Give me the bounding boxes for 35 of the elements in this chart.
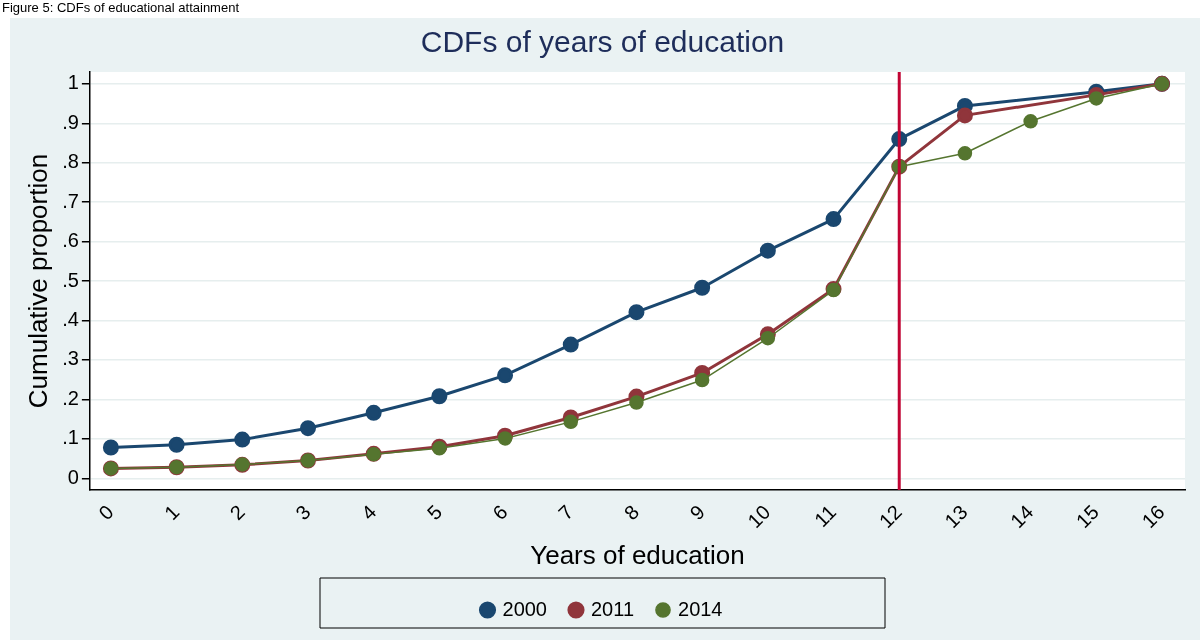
- y-tick-label: .8: [62, 150, 79, 173]
- y-tick-label: .4: [62, 308, 79, 331]
- y-tick-label: .1: [62, 426, 79, 449]
- x-tick-label: 0: [94, 500, 118, 525]
- y-axis-title: Cumulative proportion: [22, 153, 53, 409]
- legend-label: 2000: [502, 597, 547, 620]
- x-tick-label: 9: [685, 500, 709, 525]
- x-tick-label: 1: [159, 500, 184, 525]
- x-tick-label: 16: [1137, 500, 1169, 533]
- x-tick-label: 13: [940, 500, 972, 533]
- x-tick-label: 3: [291, 500, 315, 525]
- x-axis-title: Years of education: [530, 539, 745, 570]
- y-tick-label: .9: [62, 110, 79, 133]
- x-tick-label: 10: [743, 500, 775, 533]
- x-tick-label: 7: [554, 500, 578, 525]
- chart-title: CDFs of years of education: [420, 25, 785, 59]
- x-tick-label: 6: [488, 500, 512, 525]
- x-tick-label: 4: [356, 500, 381, 525]
- x-tick-label: 12: [874, 500, 906, 533]
- x-tick-label: 8: [619, 500, 644, 525]
- y-tick-label: .7: [62, 189, 79, 212]
- x-tick-label: 14: [1006, 500, 1038, 533]
- x-tick-label: 11: [810, 500, 841, 531]
- y-tick-label: .3: [62, 347, 79, 370]
- y-tick-label: 1: [67, 71, 79, 94]
- x-tick-label: 15: [1071, 500, 1104, 533]
- y-tick-label: .2: [62, 386, 79, 409]
- x-tick-label: 5: [422, 500, 447, 525]
- y-tick-label: 0: [67, 465, 79, 488]
- caption: Figure 5: CDFs of educational attainment: [2, 0, 240, 15]
- legend-label: 2011: [591, 597, 635, 620]
- y-tick-label: .5: [62, 268, 79, 291]
- x-tick-label: 2: [225, 500, 250, 525]
- legend-label: 2014: [678, 597, 723, 620]
- y-tick-label: .6: [62, 229, 79, 252]
